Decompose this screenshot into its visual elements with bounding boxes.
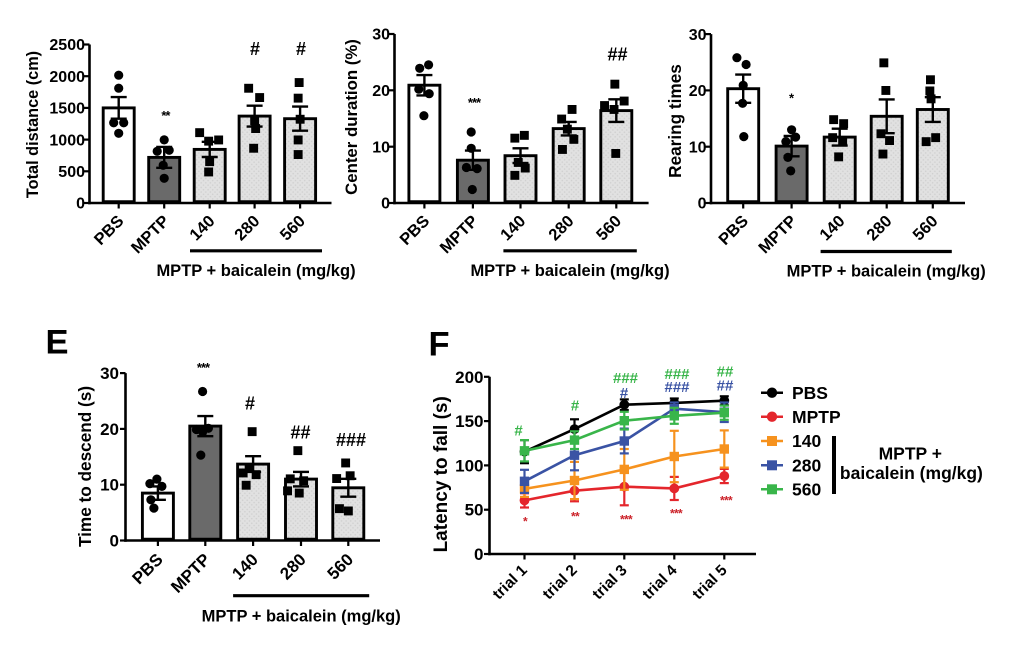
- svg-text:50: 50: [465, 501, 484, 520]
- svg-text:30: 30: [100, 364, 119, 383]
- svg-text:1000: 1000: [49, 132, 85, 149]
- svg-text:10: 10: [689, 139, 707, 156]
- svg-text:0: 0: [76, 196, 85, 213]
- svg-text:F: F: [428, 326, 449, 364]
- svg-text:20: 20: [689, 83, 707, 100]
- svg-text:140: 140: [792, 431, 821, 451]
- svg-text:###: ###: [336, 430, 366, 450]
- svg-text:200: 200: [455, 368, 483, 387]
- svg-text:**: **: [161, 108, 171, 123]
- svg-text:2500: 2500: [49, 37, 85, 54]
- svg-text:#: #: [514, 423, 523, 440]
- svg-text:Latency to fall (s): Latency to fall (s): [431, 396, 452, 552]
- svg-text:*: *: [523, 514, 528, 528]
- svg-text:0: 0: [474, 545, 483, 564]
- svg-text:#: #: [571, 398, 580, 415]
- svg-text:***: ***: [670, 506, 683, 520]
- svg-text:##: ##: [607, 45, 627, 65]
- svg-text:##: ##: [717, 364, 734, 381]
- svg-text:#: #: [250, 39, 260, 59]
- svg-text:100: 100: [455, 456, 483, 475]
- svg-text:***: ***: [197, 360, 211, 375]
- svg-text:150: 150: [455, 412, 483, 431]
- svg-text:30: 30: [689, 27, 707, 44]
- svg-text:E: E: [45, 324, 68, 362]
- svg-text:baicalein (mg/kg): baicalein (mg/kg): [840, 463, 983, 483]
- svg-text:30: 30: [372, 27, 390, 44]
- svg-text:##: ##: [290, 423, 310, 443]
- svg-text:MPTP + baicalein (mg/kg): MPTP + baicalein (mg/kg): [787, 263, 986, 281]
- svg-text:#: #: [296, 39, 306, 59]
- svg-text:10: 10: [372, 139, 390, 156]
- svg-text:0: 0: [110, 532, 119, 551]
- svg-text:Center duration (%): Center duration (%): [342, 39, 361, 195]
- svg-text:20: 20: [372, 83, 390, 100]
- svg-text:MPTP: MPTP: [792, 407, 841, 427]
- svg-text:#: #: [620, 385, 629, 402]
- svg-text:###: ###: [664, 379, 690, 396]
- svg-text:280: 280: [792, 456, 821, 476]
- svg-text:MPTP + baicalein (mg/kg): MPTP + baicalein (mg/kg): [202, 608, 401, 626]
- svg-text:*: *: [789, 90, 795, 105]
- svg-text:###: ###: [664, 366, 690, 383]
- svg-text:***: ***: [620, 512, 633, 526]
- svg-text:PBS: PBS: [792, 383, 828, 403]
- svg-text:#: #: [245, 394, 255, 414]
- svg-text:##: ##: [717, 378, 734, 395]
- svg-text:2000: 2000: [49, 69, 85, 86]
- svg-text:1500: 1500: [49, 101, 85, 118]
- svg-text:MPTP + baicalein (mg/kg): MPTP + baicalein (mg/kg): [470, 262, 669, 280]
- svg-text:***: ***: [468, 95, 482, 110]
- svg-text:###: ###: [613, 370, 639, 387]
- svg-text:**: **: [571, 509, 580, 523]
- svg-text:Rearing times: Rearing times: [665, 64, 685, 178]
- svg-text:MPTP + baicalein (mg/kg): MPTP + baicalein (mg/kg): [156, 262, 355, 280]
- svg-text:Time to descend (s): Time to descend (s): [75, 386, 95, 547]
- svg-text:0: 0: [698, 196, 707, 213]
- svg-text:10: 10: [100, 476, 119, 495]
- svg-text:***: ***: [720, 493, 733, 507]
- svg-text:560: 560: [792, 480, 821, 500]
- svg-text:20: 20: [100, 420, 119, 439]
- svg-text:Total distance (cm): Total distance (cm): [24, 51, 42, 198]
- svg-text:0: 0: [381, 196, 390, 213]
- svg-text:MPTP +: MPTP +: [879, 444, 942, 464]
- svg-text:500: 500: [58, 164, 85, 181]
